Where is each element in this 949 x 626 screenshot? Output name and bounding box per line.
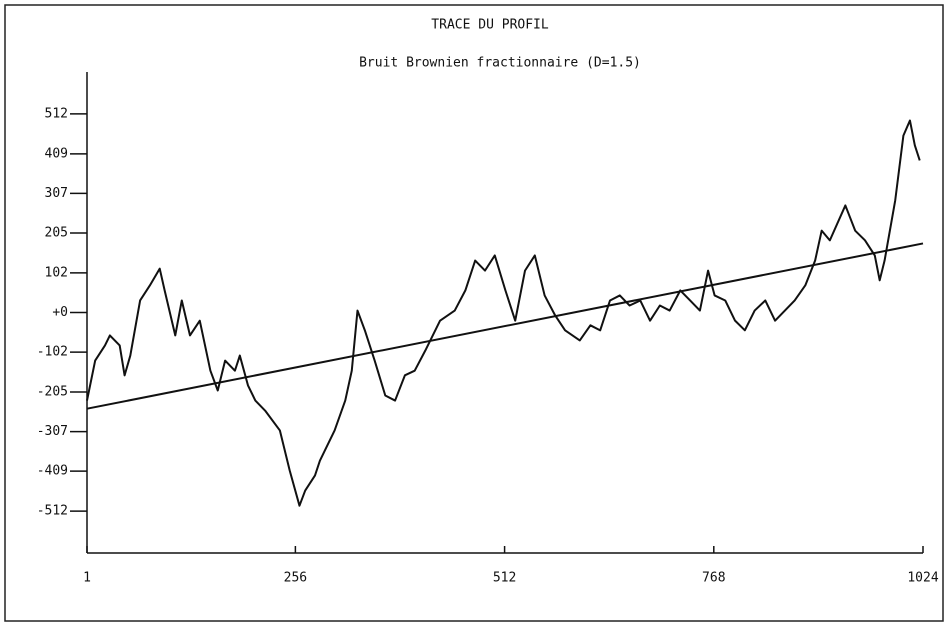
y-tick-label: 102 [45, 265, 68, 280]
chart-title: TRACE DU PROFIL [431, 18, 549, 33]
x-tick-label: 768 [702, 571, 725, 586]
y-tick-label: 409 [45, 146, 68, 161]
data-line [86, 119, 921, 507]
y-tick-label: -512 [37, 504, 68, 519]
y-tick-label: +0 [52, 305, 68, 320]
y-tick-label: -205 [37, 385, 68, 400]
data-line [86, 242, 924, 410]
y-tick-label: 512 [45, 106, 68, 121]
frame [4, 4, 944, 622]
x-tick-label: 1024 [907, 571, 938, 586]
chart-subtitle: Bruit Brownien fractionnaire (D=1.5) [359, 56, 641, 71]
x-tick-label: 256 [284, 571, 307, 586]
x-tick-label: 512 [493, 571, 516, 586]
y-tick-label: -102 [37, 345, 68, 360]
y-tick-label: -307 [37, 424, 68, 439]
y-tick-label: -409 [37, 464, 68, 479]
x-tick-label: 1 [83, 571, 91, 586]
y-tick-label: 307 [45, 186, 68, 201]
y-tick-label: 205 [45, 225, 68, 240]
